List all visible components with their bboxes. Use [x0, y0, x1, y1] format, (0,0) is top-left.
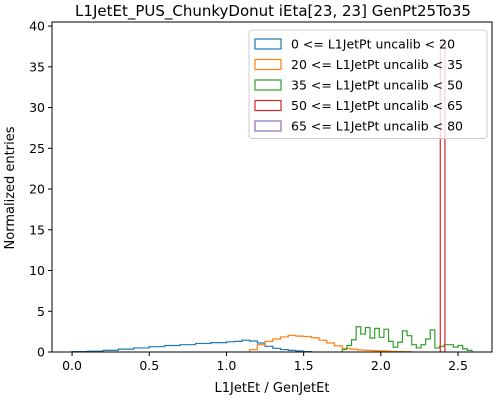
x-tick-label: 0.5	[139, 358, 159, 373]
legend-box	[248, 29, 488, 139]
legend-label: 65 <= L1JetPt uncalib < 80	[291, 119, 463, 134]
histogram-series-2	[341, 326, 473, 352]
x-tick-label: 2.5	[448, 358, 468, 373]
legend-label: 20 <= L1JetPt uncalib < 35	[291, 57, 463, 72]
y-tick-label: 25	[29, 141, 45, 156]
y-tick-label: 10	[29, 263, 45, 278]
y-tick-label: 5	[37, 304, 45, 319]
legend-label: 35 <= L1JetPt uncalib < 50	[291, 78, 463, 93]
plot-frame	[51, 21, 493, 353]
y-tick-label: 0	[37, 345, 45, 360]
histogram-series-0	[71, 339, 312, 353]
x-axis: 0.0 0.5 1.0 1.5 2.0 2.5	[62, 352, 468, 373]
y-axis-label: Normalized entries	[3, 126, 18, 249]
y-tick-label: 40	[29, 19, 45, 34]
y-tick-label: 20	[29, 182, 45, 197]
legend-swatch	[254, 99, 282, 112]
y-tick-label: 30	[29, 100, 45, 115]
x-axis-label: L1JetEt / GenJetEt	[215, 381, 330, 396]
chart-title: L1JetEt_PUS_ChunkyDonut iEta[23, 23] Gen…	[75, 2, 471, 21]
x-tick-label: 2.0	[371, 358, 391, 373]
x-tick-label: 1.5	[294, 358, 314, 373]
legend-swatch	[254, 120, 282, 132]
y-tick-label: 15	[29, 222, 45, 237]
legend: 0 <= L1JetPt uncalib < 20 20 <= L1JetPt u…	[248, 29, 488, 139]
y-axis: 0 5 10 15 20 25 30 35 40	[29, 19, 52, 360]
legend-label: 0 <= L1JetPt uncalib < 20	[291, 37, 455, 52]
legend-label: 50 <= L1JetPt uncalib < 65	[291, 98, 463, 113]
legend-swatch	[254, 79, 282, 91]
legend-swatch	[254, 58, 282, 71]
x-tick-label: 0.0	[62, 358, 82, 373]
legend-swatch	[254, 38, 282, 50]
histogram-series-1	[249, 334, 413, 353]
x-tick-label: 1.0	[217, 358, 237, 373]
y-tick-label: 35	[29, 59, 45, 74]
